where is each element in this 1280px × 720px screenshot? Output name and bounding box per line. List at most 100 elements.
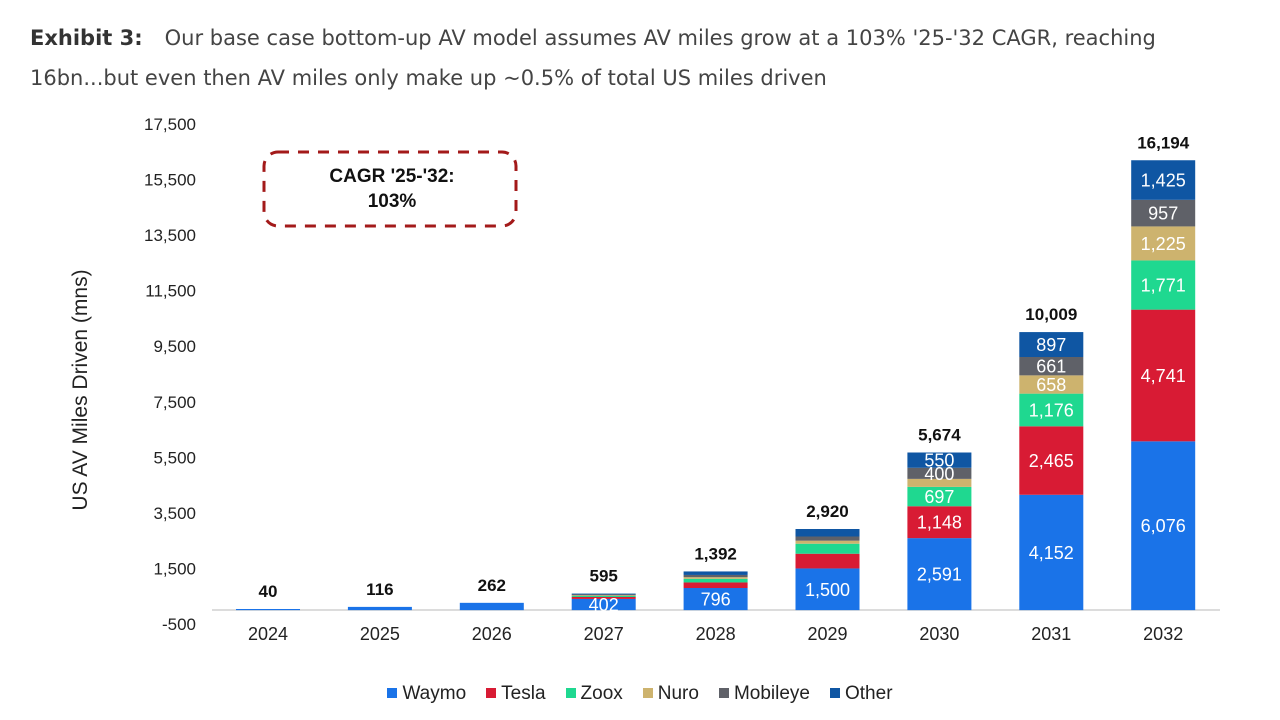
bar-segment-other — [683, 571, 748, 575]
bar-segment-mobileye — [1019, 357, 1084, 376]
exhibit-title: Exhibit 3: Our base case bottom-up AV mod… — [30, 18, 1260, 98]
bar-segment-mobileye — [571, 594, 636, 596]
bar-segment-mobileye — [795, 536, 860, 541]
legend-swatch — [718, 688, 729, 698]
bar-total-label: 595 — [590, 567, 618, 586]
bar-segment-waymo — [347, 606, 412, 611]
bar-total-label: 40 — [259, 582, 278, 601]
bar-segment-waymo — [459, 602, 524, 611]
legend-label: Nuro — [657, 683, 699, 704]
exhibit-label: Exhibit 3: — [30, 26, 143, 50]
bar-segment-tesla — [1019, 426, 1084, 495]
bar-segment-other — [907, 452, 972, 468]
cagr-annotation-box — [262, 150, 518, 228]
y-axis-label: US AV Miles Driven (mns) — [69, 269, 92, 510]
x-tick-label: 2027 — [584, 624, 624, 644]
segment-value-label: 4,741 — [1141, 366, 1186, 386]
segment-value-label: 400 — [924, 464, 954, 484]
legend-item-tesla: Tesla — [486, 683, 546, 705]
y-tick-label: -500 — [162, 615, 196, 634]
bar-segment-tesla — [795, 553, 860, 569]
segment-value-label: 1,225 — [1141, 234, 1186, 254]
bar-segment-zoox — [683, 578, 748, 583]
legend-swatch — [387, 688, 398, 698]
bar-segment-tesla — [571, 597, 636, 599]
x-tick-label: 2032 — [1143, 624, 1183, 644]
bar-segment-mobileye — [1131, 199, 1196, 227]
legend-item-waymo: Waymo — [387, 683, 466, 705]
x-axis: 2024 2025 2026 2027 2028 2029 2030 2031 2032 — [248, 624, 1183, 644]
bar-segment-other — [1131, 160, 1196, 200]
legend-item-mobileye: Mobileye — [718, 683, 810, 705]
legend-label: Tesla — [501, 683, 546, 704]
segment-value-label: 2,591 — [917, 565, 962, 585]
legend-swatch — [486, 688, 497, 698]
exhibit-caption: Our base case bottom-up AV model assumes… — [30, 26, 1156, 90]
segment-value-label: 1,176 — [1029, 400, 1074, 420]
bar-segment-nuro — [1019, 375, 1084, 394]
y-tick-label: 3,500 — [153, 504, 196, 523]
x-tick-label: 2024 — [248, 624, 288, 644]
bar-segment-waymo — [236, 609, 300, 611]
bar-total-label: 16,194 — [1137, 133, 1190, 152]
bars-group: 40 116 262 402 595 796 1,392 1,500 2,920 2,591 1,1… — [236, 133, 1196, 615]
x-tick-label: 2025 — [360, 624, 400, 644]
segment-value-label: 1,500 — [805, 580, 850, 600]
y-tick-label: 5,500 — [153, 448, 196, 467]
bar-segment-nuro — [571, 595, 636, 596]
legend-swatch — [830, 688, 840, 698]
y-tick-label: 13,500 — [144, 226, 196, 245]
bar-total-label: 116 — [366, 580, 393, 599]
bar-segment-waymo — [907, 538, 972, 611]
cagr-annotation-line1: CAGR '25-'32: — [329, 166, 454, 187]
bar-segment-tesla — [683, 582, 748, 588]
bar-segment-tesla — [907, 506, 972, 539]
segment-value-label: 2,465 — [1029, 451, 1074, 471]
segment-value-label: 402 — [589, 595, 619, 615]
bar-segment-waymo — [571, 598, 636, 611]
x-tick-label: 2026 — [472, 624, 512, 644]
y-tick-label: 15,500 — [144, 171, 196, 190]
segment-value-label: 4,152 — [1029, 543, 1074, 563]
segment-value-label: 6,076 — [1141, 516, 1186, 536]
x-tick-label: 2028 — [696, 624, 736, 644]
bar-segment-waymo — [683, 588, 748, 611]
legend-item-other: Other — [830, 683, 893, 705]
segment-value-label: 661 — [1036, 357, 1066, 377]
segment-value-label: 796 — [701, 590, 731, 610]
bar-segment-tesla — [1131, 309, 1196, 442]
segment-value-label: 1,425 — [1141, 171, 1186, 191]
legend-swatch — [642, 688, 653, 698]
y-tick-label: 1,500 — [153, 559, 196, 578]
bar-segment-waymo — [1131, 441, 1196, 611]
legend-item-zoox: Zoox — [565, 683, 623, 705]
legend-label: Mobileye — [733, 683, 810, 704]
segment-value-label: 697 — [924, 487, 954, 507]
bar-segment-other — [571, 593, 636, 595]
y-axis: -500 1,500 3,500 5,500 7,500 9,500 11,500 13,50… — [144, 115, 196, 634]
legend-label: Other — [845, 683, 893, 704]
legend-label: Waymo — [402, 683, 467, 704]
y-tick-label: 17,500 — [144, 115, 196, 134]
segment-value-label: 957 — [1148, 204, 1178, 224]
x-tick-label: 2029 — [807, 624, 847, 644]
segment-value-label: 658 — [1036, 375, 1066, 395]
bar-segment-nuro — [1131, 226, 1196, 261]
bar-total-label: 10,009 — [1025, 305, 1077, 324]
bar-segment-other — [795, 529, 860, 537]
bar-total-label: 2,920 — [806, 502, 849, 521]
x-tick-label: 2030 — [919, 624, 959, 644]
segment-value-label: 897 — [1036, 335, 1066, 355]
bar-segment-nuro — [907, 478, 972, 487]
chart-legend: Waymo Tesla Zoox Nuro Mobileye Other — [0, 683, 1280, 705]
cagr-annotation-line2: 103% — [368, 191, 417, 212]
bar-segment-zoox — [571, 595, 636, 597]
legend-item-nuro: Nuro — [642, 683, 699, 705]
bar-segment-zoox — [1019, 393, 1084, 427]
segment-value-label: 1,771 — [1141, 276, 1186, 296]
bar-segment-nuro — [795, 540, 860, 544]
segment-value-label: 550 — [924, 451, 954, 471]
bar-total-label: 5,674 — [918, 426, 961, 445]
bar-segment-waymo — [1019, 494, 1084, 611]
cagr-annotation: CAGR '25-'32: 103% — [262, 150, 518, 228]
